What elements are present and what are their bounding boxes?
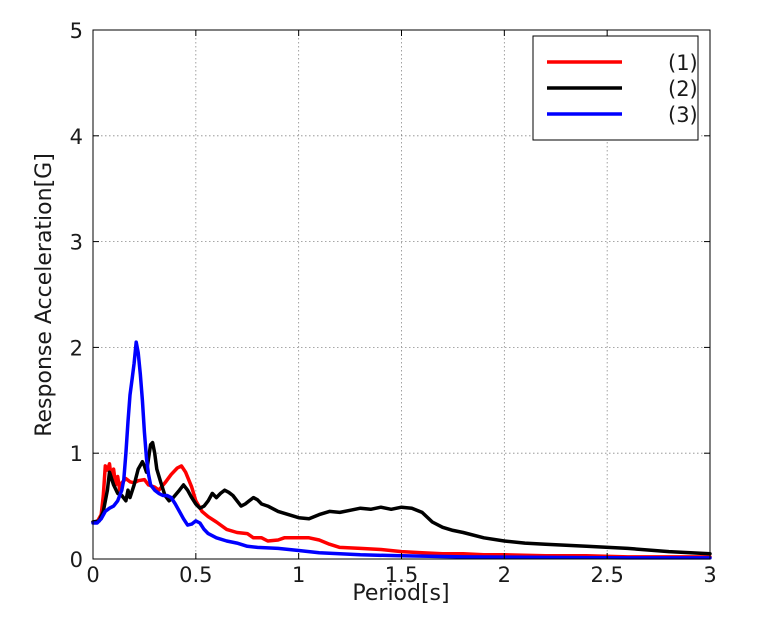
y-tick-label: 1 [70,442,83,466]
legend: (1)(2)(3) [532,35,699,141]
y-tick-label: 5 [70,19,83,43]
x-tick-label: 1.5 [385,563,418,587]
y-tick-label: 3 [70,231,83,255]
axis-ticks: 0 0.5 1 1.5 2 2.5 3 0 1 2 3 4 5 [70,19,717,587]
y-tick-label: 4 [70,125,83,149]
x-axis-label: Period[s] [352,581,449,606]
legend-label-2: (2) [668,77,698,101]
x-tick-label: 0.5 [179,563,212,587]
series-line-3 [91,340,712,560]
series-line-1 [91,462,712,559]
series-lines [91,340,712,560]
grid-lines [93,30,710,559]
x-tick-label: 3 [703,563,716,587]
series-line-2 [91,440,712,556]
y-tick-label: 2 [70,336,83,360]
y-tick-label: 0 [70,548,83,572]
x-tick-label: 0 [86,563,99,587]
x-tick-label: 2.5 [590,563,623,587]
legend-label-1: (1) [668,51,698,75]
y-axis-label: Response Acceleration[G] [32,153,57,437]
x-tick-label: 1 [292,563,305,587]
x-tick-label: 2 [498,563,511,587]
legend-label-3: (3) [668,103,698,127]
